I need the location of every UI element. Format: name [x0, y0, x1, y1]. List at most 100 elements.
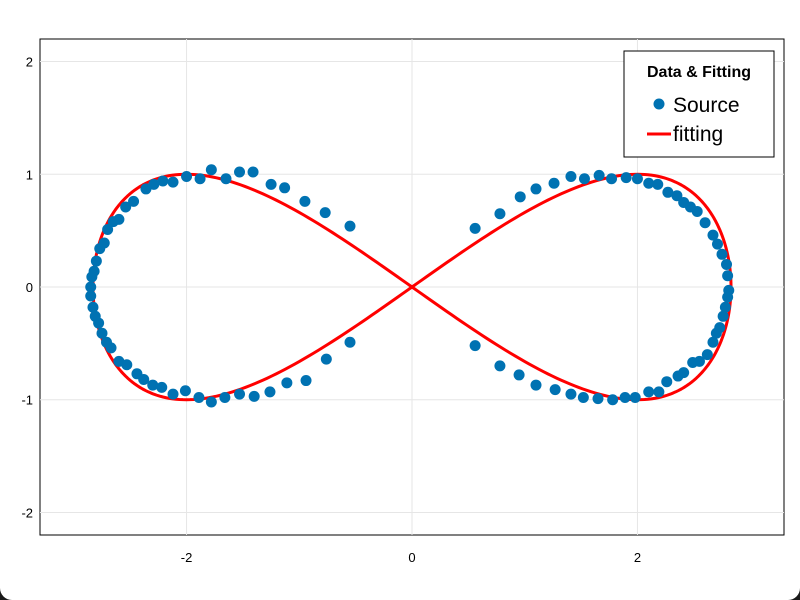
source-point: [549, 384, 561, 396]
source-point: [577, 391, 589, 403]
source-point: [652, 178, 664, 190]
source-point: [619, 391, 631, 403]
source-point: [181, 171, 193, 183]
legend-box: [623, 50, 775, 158]
source-point: [707, 229, 719, 241]
source-point: [205, 164, 217, 176]
y-tick-label: -2: [21, 505, 33, 520]
source-point: [671, 190, 683, 202]
source-point: [102, 224, 114, 236]
source-point: [248, 390, 260, 402]
legend: Data & Fitting Source fitting: [623, 50, 775, 158]
source-point: [219, 391, 231, 403]
source-point: [265, 178, 277, 190]
source-point: [319, 207, 331, 219]
source-point: [90, 255, 102, 267]
source-point: [494, 208, 506, 220]
source-point: [344, 220, 356, 232]
source-point: [722, 270, 734, 282]
source-point: [105, 342, 117, 354]
source-point: [205, 396, 217, 408]
y-tick-label: 1: [26, 167, 33, 182]
source-point: [469, 340, 481, 352]
source-point: [691, 205, 703, 217]
x-tick-label: -2: [181, 550, 193, 565]
source-point: [300, 375, 312, 387]
source-point: [264, 386, 276, 398]
source-point: [620, 172, 632, 184]
source-point: [85, 281, 97, 293]
y-tick-label: 2: [26, 55, 33, 70]
source-point: [147, 379, 159, 391]
source-point: [653, 386, 665, 398]
legend-fitting-label: fitting: [673, 123, 723, 146]
source-point: [167, 176, 179, 188]
legend-source-marker: [653, 98, 665, 110]
source-point: [121, 359, 133, 371]
source-point: [120, 201, 132, 213]
source-point: [530, 379, 542, 391]
source-point: [699, 217, 711, 229]
y-axis-ticks: -2 -1 0 1 2: [21, 55, 33, 521]
source-point: [193, 391, 205, 403]
fitting-series: [91, 172, 733, 402]
source-point: [592, 393, 604, 405]
source-point: [220, 173, 232, 185]
source-point: [156, 381, 168, 393]
source-point: [299, 195, 311, 207]
fitting-line: [91, 172, 733, 402]
source-series: [85, 164, 735, 408]
y-tick-label: 0: [26, 280, 33, 295]
source-point: [93, 317, 105, 329]
source-point: [87, 301, 99, 313]
source-point: [687, 357, 699, 369]
source-point: [234, 166, 246, 178]
source-point: [85, 290, 97, 302]
source-point: [514, 191, 526, 203]
source-point: [548, 177, 560, 189]
source-point: [320, 353, 332, 365]
source-point: [711, 238, 723, 250]
source-point: [717, 310, 729, 322]
source-point: [494, 360, 506, 372]
source-point: [86, 271, 98, 283]
source-point: [234, 388, 246, 400]
source-point: [107, 216, 119, 228]
source-point: [701, 349, 713, 361]
source-point: [719, 301, 731, 313]
source-point: [631, 173, 643, 185]
source-point: [716, 248, 728, 260]
x-tick-label: 2: [634, 550, 641, 565]
source-point: [661, 376, 673, 388]
source-point: [707, 336, 719, 348]
legend-title: Data & Fitting: [647, 64, 751, 81]
x-tick-label: 0: [408, 550, 415, 565]
source-point: [643, 177, 655, 189]
y-tick-label: -1: [21, 393, 33, 408]
source-point: [607, 394, 619, 406]
source-point: [578, 173, 590, 185]
source-point: [593, 169, 605, 181]
source-point: [629, 391, 641, 403]
source-point: [662, 186, 674, 198]
source-point: [721, 258, 733, 270]
source-point: [179, 385, 191, 397]
x-axis-ticks: -2 0 2: [181, 550, 641, 565]
source-point: [530, 183, 542, 195]
source-point: [469, 222, 481, 234]
source-point: [281, 377, 293, 389]
source-point: [194, 173, 206, 185]
source-point: [279, 182, 291, 194]
source-point: [96, 327, 108, 339]
source-point: [565, 388, 577, 400]
source-point: [94, 243, 106, 255]
legend-source-label: Source: [673, 94, 740, 117]
source-point: [606, 173, 618, 185]
source-point: [710, 327, 722, 339]
source-point: [672, 370, 684, 382]
source-point: [247, 166, 259, 178]
source-point: [722, 291, 734, 303]
source-point: [128, 195, 140, 207]
